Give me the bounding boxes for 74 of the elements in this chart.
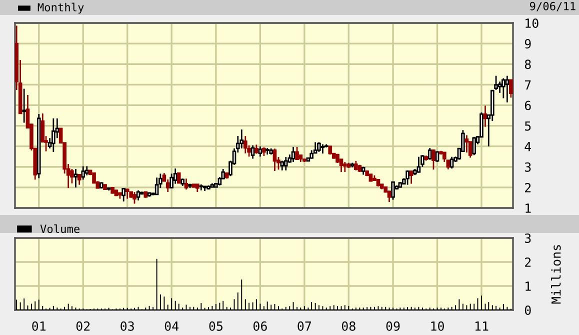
candlestick <box>317 142 321 153</box>
y-tick-label: 2 <box>525 182 531 192</box>
candlestick <box>170 172 174 188</box>
candlestick <box>154 176 159 196</box>
y-tick-label: 1 <box>526 204 531 213</box>
candlestick <box>240 128 244 150</box>
x-tick-label: 11 <box>475 322 488 331</box>
candlestick <box>125 188 130 200</box>
y-tick-label: 8 <box>524 60 531 70</box>
candlestick <box>74 168 78 188</box>
x-tick-label: 05 <box>209 321 222 331</box>
chart-title: Monthly <box>38 2 84 14</box>
legend-label: Volume <box>40 224 80 234</box>
x-tick-label: 03 <box>120 321 134 331</box>
x-tick-label: 02 <box>76 321 90 331</box>
candlestick <box>243 135 248 154</box>
candlestick <box>505 75 510 104</box>
candlestick <box>291 146 296 163</box>
candlestick <box>132 191 136 204</box>
candlestick <box>387 190 392 203</box>
candlestick <box>464 134 469 154</box>
candlestick <box>342 161 347 173</box>
y-tick-label: 6 <box>524 100 531 110</box>
candlestick <box>509 79 513 98</box>
text: 9/06/11 <box>530 2 576 12</box>
candlestick <box>166 178 170 193</box>
y-tick-label: 5 <box>524 121 531 131</box>
candlestick <box>81 166 86 180</box>
candlestick <box>354 160 358 172</box>
candlestick <box>258 146 262 158</box>
candlestick <box>391 181 395 200</box>
y-tick-label: 2 <box>525 258 531 267</box>
candlestick <box>295 146 299 160</box>
y-tick-label: 0 <box>524 306 531 315</box>
candlestick <box>184 178 188 190</box>
candlestick <box>173 168 178 184</box>
candlestick <box>406 170 410 186</box>
candlestick <box>320 144 325 154</box>
candlestick <box>280 160 284 172</box>
candlestick <box>432 148 436 170</box>
candlestick <box>77 174 82 186</box>
y-tick-label: 9 <box>524 39 531 49</box>
y-tick-label: 10 <box>526 18 538 28</box>
candlestick <box>176 172 181 184</box>
y-tick-label: 3 <box>524 162 531 172</box>
candlestick <box>250 144 255 160</box>
x-tick-label: 09 <box>386 321 400 331</box>
candlestick <box>272 148 277 172</box>
candlestick <box>409 170 414 184</box>
candlestick <box>284 156 288 172</box>
candlestick <box>502 78 506 99</box>
x-tick-label: 06 <box>253 321 267 331</box>
candlestick <box>416 156 421 174</box>
x-tick-label: 10 <box>431 321 444 331</box>
candlestick <box>254 144 258 154</box>
candlestick <box>70 168 74 184</box>
y-tick-label: 4 <box>524 142 532 152</box>
candlestick <box>446 160 450 170</box>
candlestick <box>435 150 440 163</box>
x-tick-label: 01 <box>32 321 46 331</box>
y-axis-title: Millions <box>551 245 561 304</box>
candlestick <box>22 88 26 124</box>
candlestick <box>472 136 476 156</box>
candlestick <box>136 190 140 202</box>
candlestick <box>450 156 454 170</box>
x-tick-label: 08 <box>342 321 356 331</box>
x-tick-label: 04 <box>164 321 179 331</box>
y-tick-label: 7 <box>524 80 531 90</box>
candlestick <box>122 188 126 202</box>
candlestick <box>52 118 56 153</box>
y-tick-label: 1 <box>526 282 531 291</box>
candlestick <box>84 166 89 176</box>
y-tick-label: 3 <box>524 234 531 243</box>
x-tick-label: 07 <box>298 321 312 331</box>
